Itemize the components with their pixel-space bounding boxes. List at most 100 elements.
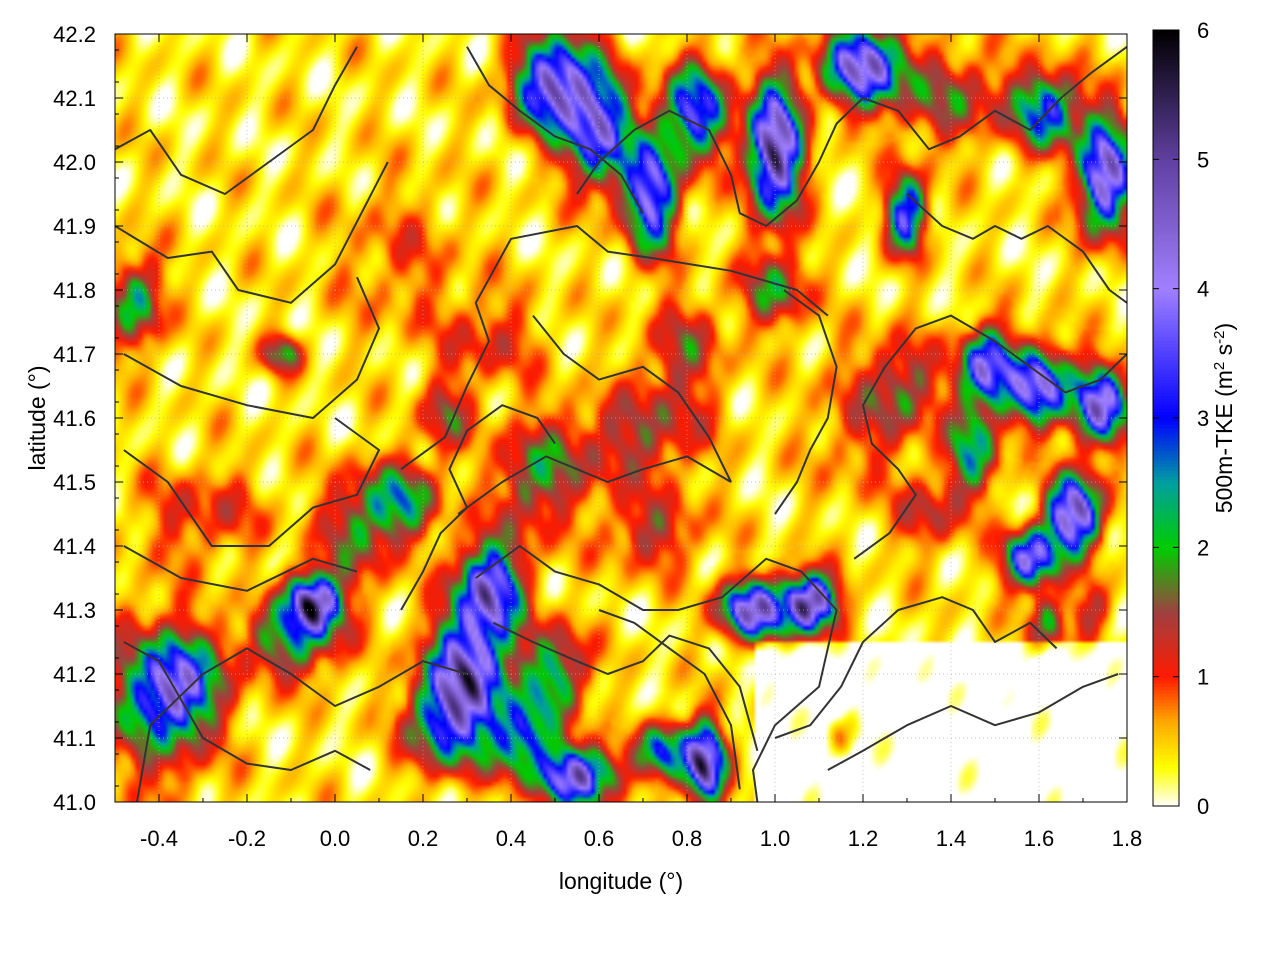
- colorbar-segment: [1153, 796, 1179, 801]
- colorbar-segment: [1153, 615, 1179, 620]
- colorbar-segment: [1153, 608, 1179, 613]
- colorbar-segment: [1153, 437, 1179, 442]
- colorbar-segment: [1153, 702, 1179, 707]
- contour-line: [400, 404, 556, 611]
- colorbar-segment: [1153, 298, 1179, 303]
- colorbar-segment: [1153, 718, 1179, 723]
- colorbar-segment: [1153, 721, 1179, 726]
- colorbar-segment: [1153, 372, 1179, 377]
- colorbar-segment: [1153, 418, 1179, 422]
- colorbar-segment: [1153, 259, 1179, 264]
- x-tick-label: -0.4: [140, 826, 178, 851]
- colorbar-segment: [1153, 249, 1179, 254]
- colorbar-segment: [1153, 498, 1179, 503]
- colorbar-segment: [1153, 285, 1179, 290]
- colorbar-segment: [1153, 288, 1179, 293]
- colorbar-segment: [1153, 117, 1179, 122]
- colorbar-tick-label: 5: [1197, 147, 1209, 172]
- colorbar-segment: [1153, 563, 1179, 568]
- colorbar-segment: [1153, 763, 1179, 768]
- x-tick-label: 0.8: [672, 826, 703, 851]
- colorbar-segment: [1153, 224, 1179, 228]
- colorbar-segment: [1153, 715, 1179, 720]
- colorbar-segment: [1153, 696, 1179, 700]
- colorbar-segment: [1153, 666, 1179, 671]
- colorbar-segment: [1153, 582, 1179, 587]
- colorbar-segment: [1153, 333, 1179, 338]
- colorbar-segment: [1153, 654, 1179, 658]
- colorbar-segment: [1153, 411, 1179, 416]
- colorbar-segment: [1153, 214, 1179, 219]
- colorbar-segment: [1153, 644, 1179, 649]
- colorbar-segment: [1153, 502, 1179, 506]
- colorbar-segment: [1153, 123, 1179, 128]
- colorbar-segment: [1153, 94, 1179, 99]
- colorbar-segment: [1153, 518, 1179, 523]
- colorbar-segment: [1153, 136, 1179, 141]
- colorbar-segment: [1153, 741, 1179, 746]
- colorbar-segment: [1153, 521, 1179, 526]
- colorbar-segment: [1153, 127, 1179, 131]
- colorbar-segment: [1153, 379, 1179, 384]
- contour-line: [906, 193, 1127, 304]
- colorbar-segment: [1153, 557, 1179, 561]
- colorbar-segment: [1153, 657, 1179, 662]
- contour-line: [466, 46, 644, 214]
- x-tick-label: 1.8: [1112, 826, 1143, 851]
- contour-line: [123, 545, 358, 592]
- colorbar-segment: [1153, 527, 1179, 532]
- colorbar-segment: [1153, 427, 1179, 432]
- colorbar-segment: [1153, 476, 1179, 481]
- colorbar-segment: [1153, 262, 1179, 267]
- contour-line: [827, 673, 1119, 771]
- contour-line: [774, 289, 838, 515]
- colorbar-segment: [1153, 236, 1179, 241]
- colorbar-segment: [1153, 767, 1179, 772]
- terrain-contours: [115, 45, 1127, 802]
- colorbar-segment: [1153, 712, 1179, 717]
- colorbar-segment: [1153, 382, 1179, 387]
- colorbar-segment: [1153, 576, 1179, 581]
- y-tick-label: 42.2: [53, 22, 96, 47]
- colorbar-segment: [1153, 55, 1179, 60]
- colorbar-segment: [1153, 194, 1179, 199]
- colorbar-segment: [1153, 641, 1179, 645]
- colorbar-segment: [1153, 104, 1179, 109]
- y-tick-label: 41.7: [53, 342, 96, 367]
- x-axis-title: longitude (°): [559, 868, 683, 894]
- y-tick-label: 42.0: [53, 150, 96, 175]
- colorbar-segment: [1153, 692, 1179, 697]
- contour-line: [853, 314, 1127, 560]
- colorbar-segment: [1153, 185, 1179, 190]
- colorbar-segment: [1153, 156, 1179, 160]
- colorbar-segment: [1153, 505, 1179, 510]
- colorbar-segment: [1153, 673, 1179, 678]
- colorbar-segment: [1153, 760, 1179, 765]
- x-tick-label: 0.2: [408, 826, 439, 851]
- colorbar-segment: [1153, 731, 1179, 736]
- colorbar-segment: [1153, 744, 1179, 749]
- colorbar-segment: [1153, 369, 1179, 374]
- colorbar-segment: [1153, 68, 1179, 73]
- colorbar-segment: [1153, 466, 1179, 471]
- colorbar-segment: [1153, 291, 1179, 296]
- colorbar-segment: [1153, 650, 1179, 655]
- colorbar-segment: [1153, 301, 1179, 306]
- colorbar-segment: [1153, 511, 1179, 516]
- colorbar-segment: [1153, 62, 1179, 67]
- colorbar-segment: [1153, 440, 1179, 445]
- colorbar-segment: [1153, 515, 1179, 519]
- x-axis-ticks: -0.4 -0.2 0.0 0.2 0.4 0.6 0.8 1.0 1.2 1.4 1.6 1.8: [114, 34, 1143, 851]
- colorbar-segment: [1153, 343, 1179, 348]
- colorbar-tick-label: 6: [1197, 18, 1209, 43]
- colorbar-segment: [1153, 789, 1179, 794]
- colorbar-segment: [1153, 211, 1179, 215]
- colorbar-segment: [1153, 52, 1179, 57]
- colorbar-segment: [1153, 59, 1179, 63]
- colorbar-segment: [1153, 602, 1179, 607]
- colorbar-segment: [1153, 738, 1179, 742]
- colorbar-segment: [1153, 660, 1179, 665]
- colorbar-segment: [1153, 725, 1179, 729]
- y-tick-label: 41.1: [53, 726, 96, 751]
- colorbar-segment: [1153, 802, 1179, 807]
